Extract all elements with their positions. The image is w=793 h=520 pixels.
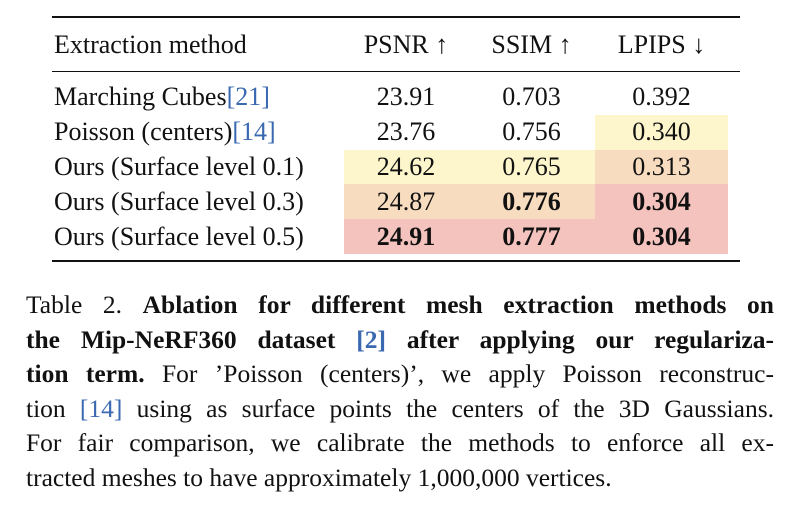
row-method: Poisson (centers) [14] <box>52 115 344 150</box>
psnr-value: 24.87 <box>344 184 468 220</box>
table-caption: Table 2. Ablation for different mesh ext… <box>26 288 774 496</box>
header-method: Extraction method <box>54 29 247 59</box>
caption-label: Table 2. <box>26 290 143 319</box>
table-row: Ours (Surface level 0.1) 24.62 0.765 0.3… <box>52 149 740 185</box>
caption-line: tion term. For ’Poisson (centers)’, we a… <box>26 357 774 392</box>
caption-line: For fair comparison, we calibrate the me… <box>26 428 774 458</box>
header-lpips: LPIPS ↓ <box>617 29 706 59</box>
table-header-row: Extraction method PSNR ↑ SSIM ↑ LPIPS ↓ <box>52 18 740 71</box>
row-method: Ours (Surface level 0.1) <box>52 150 344 185</box>
method-label: Ours (Surface level 0.3) <box>54 186 304 216</box>
caption-title-part: the Mip-NeRF360 dataset [2] after applyi… <box>26 325 774 354</box>
psnr-value: 24.62 <box>344 149 468 185</box>
row-method: Marching Cubes [21] <box>52 80 344 115</box>
citation-link[interactable]: [2] <box>356 324 386 354</box>
caption-text: the Mip-NeRF360 dataset <box>26 324 357 354</box>
psnr-value: 23.91 <box>376 82 436 112</box>
caption-text: tion <box>26 393 80 423</box>
citation-link[interactable]: [14] <box>79 393 123 423</box>
table-top-rule <box>52 16 740 18</box>
lpips-value: 0.313 <box>595 149 728 185</box>
caption-text: using as surface points the centers of t… <box>122 393 775 423</box>
table-row: Ours (Surface level 0.5) 24.91 0.777 0.3… <box>52 219 740 254</box>
psnr-value: 23.76 <box>376 117 436 147</box>
lpips-value: 0.340 <box>595 114 728 150</box>
ssim-value: 0.776 <box>468 184 595 220</box>
table-row: Poisson (centers) [14] 23.76 0.756 0.340 <box>52 114 740 150</box>
psnr-value: 24.91 <box>344 219 468 254</box>
table-bottom-rule <box>52 259 740 262</box>
caption-line: tracted meshes to have approximately 1,0… <box>26 462 612 492</box>
caption-text: after applying our regulariza- <box>386 324 774 354</box>
caption-title-part: tion term. <box>26 359 145 389</box>
caption-line: the Mip-NeRF360 dataset [2] after applyi… <box>26 323 774 358</box>
ssim-value: 0.765 <box>468 149 595 185</box>
caption-line: tion [14] using as surface points the ce… <box>26 392 774 427</box>
method-label: Poisson (centers) <box>54 117 233 147</box>
table-row: Ours (Surface level 0.3) 24.87 0.776 0.3… <box>52 184 740 220</box>
method-label: Marching Cubes <box>54 82 227 112</box>
citation-link[interactable]: [21] <box>226 82 270 112</box>
header-ssim: SSIM ↑ <box>491 29 572 59</box>
lpips-value: 0.392 <box>632 82 691 112</box>
caption-line: Table 2. Ablation for different mesh ext… <box>26 288 774 323</box>
table-header-rule <box>52 71 740 72</box>
caption-title-part: Ablation for different mesh extraction m… <box>142 290 774 319</box>
row-method: Ours (Surface level 0.5) <box>52 219 344 254</box>
caption-text: For ’Poisson (centers)’, we apply Poisso… <box>144 359 774 389</box>
ssim-value: 0.777 <box>468 219 595 254</box>
table-row: Marching Cubes [21] 23.91 0.703 0.392 <box>52 80 740 115</box>
results-table: Extraction method PSNR ↑ SSIM ↑ LPIPS ↓ … <box>52 16 740 262</box>
header-psnr: PSNR ↑ <box>363 29 449 59</box>
ssim-value: 0.756 <box>502 117 561 147</box>
lpips-value: 0.304 <box>595 184 728 220</box>
method-label: Ours (Surface level 0.1) <box>54 151 304 181</box>
lpips-value: 0.304 <box>595 219 728 254</box>
method-label: Ours (Surface level 0.5) <box>54 221 304 251</box>
row-method: Ours (Surface level 0.3) <box>52 184 344 219</box>
ssim-value: 0.703 <box>502 82 561 112</box>
citation-link[interactable]: [14] <box>232 117 276 147</box>
